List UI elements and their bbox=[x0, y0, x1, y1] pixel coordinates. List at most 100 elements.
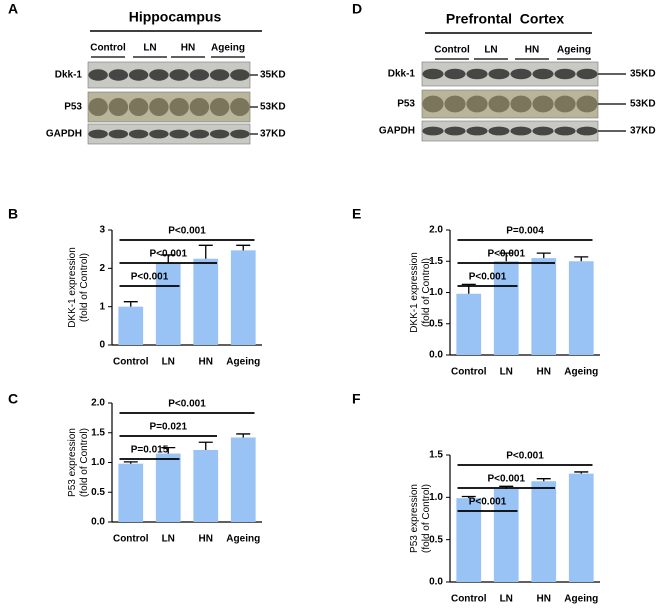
blot-band bbox=[209, 129, 230, 139]
row-label: GAPDH bbox=[379, 126, 415, 137]
blot-band bbox=[554, 126, 576, 136]
blot-band bbox=[510, 68, 532, 80]
row-label: P53 bbox=[64, 102, 82, 113]
bar bbox=[155, 453, 181, 522]
y-tick-label: 0.0 bbox=[91, 517, 105, 528]
row-label: Dkk-1 bbox=[55, 70, 83, 81]
group-label: Control bbox=[434, 45, 470, 56]
y-tick-label: 1.5 bbox=[429, 256, 443, 267]
bar bbox=[118, 463, 144, 522]
blot-band bbox=[189, 98, 210, 116]
bar bbox=[531, 481, 557, 582]
blot-title: Hippocampus bbox=[129, 9, 222, 25]
x-tick-label: Control bbox=[113, 534, 149, 545]
x-tick-label: LN bbox=[162, 357, 175, 368]
significance-label: P<0.001 bbox=[131, 272, 169, 283]
error-bar bbox=[499, 252, 514, 262]
significance-label: P<0.001 bbox=[149, 249, 187, 260]
significance-label: P<0.001 bbox=[487, 249, 525, 260]
blot-band bbox=[230, 129, 250, 139]
y-axis-label: P53 expression(fold of Control) bbox=[67, 428, 90, 497]
y-tick-label: 1.0 bbox=[91, 457, 105, 468]
y-tick-label: 1.5 bbox=[91, 427, 105, 438]
bar bbox=[531, 258, 557, 355]
blot-band bbox=[128, 98, 149, 116]
y-axis-label-line: (fold of Control) bbox=[79, 428, 90, 497]
y-axis-label-line: (fold of Control) bbox=[79, 253, 90, 322]
blot-band bbox=[444, 68, 466, 80]
x-tick-label: Control bbox=[451, 594, 487, 605]
blot-band bbox=[189, 69, 210, 81]
bar bbox=[118, 306, 144, 345]
blot-band bbox=[510, 126, 532, 136]
blot-band bbox=[554, 68, 576, 80]
blot-band bbox=[576, 95, 598, 113]
y-axis-label: DKK-1 expression(fold of Control) bbox=[409, 252, 432, 333]
bar bbox=[493, 261, 519, 355]
panel-label: D bbox=[352, 1, 362, 17]
significance-label: P<0.001 bbox=[469, 497, 507, 508]
y-axis-label-line: DKK-1 expression bbox=[409, 252, 420, 333]
y-axis-label-line: (fold of Control) bbox=[421, 484, 432, 553]
row-label: Dkk-1 bbox=[388, 69, 416, 80]
blot-band bbox=[466, 68, 488, 80]
y-tick-label: 0.0 bbox=[429, 577, 443, 588]
y-tick-label: 0.5 bbox=[91, 487, 105, 498]
y-tick-label: 1 bbox=[99, 301, 105, 312]
blot-band bbox=[209, 69, 230, 81]
y-axis-label: P53 expression(fold of Control) bbox=[409, 484, 432, 553]
y-axis-label: DKK-1 expression(fold of Control) bbox=[67, 247, 90, 328]
panel-label: A bbox=[8, 1, 18, 17]
row-label: P53 bbox=[397, 99, 415, 110]
error-bar bbox=[236, 244, 251, 251]
x-tick-label: Ageing bbox=[564, 594, 598, 605]
blot-band bbox=[532, 126, 554, 136]
significance-label: P<0.001 bbox=[487, 474, 525, 485]
panel-label: B bbox=[8, 206, 18, 222]
size-label: 53KD bbox=[630, 99, 656, 110]
blot-band bbox=[149, 69, 169, 81]
group-label: LN bbox=[484, 45, 497, 56]
bar bbox=[193, 450, 219, 522]
blot-band bbox=[149, 129, 169, 139]
y-tick-label: 2 bbox=[99, 263, 105, 274]
group-label: HN bbox=[181, 43, 195, 54]
x-tick-label: Ageing bbox=[226, 534, 260, 545]
error-bar bbox=[536, 478, 551, 482]
x-tick-label: LN bbox=[500, 367, 513, 378]
blot-band bbox=[488, 126, 510, 136]
blot-band bbox=[532, 95, 554, 113]
error-bar bbox=[198, 441, 213, 451]
panel-label: F bbox=[352, 391, 361, 407]
blot-band bbox=[88, 98, 108, 116]
error-bar bbox=[123, 461, 138, 464]
x-tick-label: HN bbox=[199, 357, 213, 368]
blot-band bbox=[230, 98, 250, 116]
size-label: 37KD bbox=[260, 129, 286, 140]
error-bar bbox=[123, 301, 138, 307]
group-label: HN bbox=[525, 45, 539, 56]
group-label: Control bbox=[90, 43, 126, 54]
group-label: Ageing bbox=[557, 45, 591, 56]
size-label: 35KD bbox=[260, 70, 286, 81]
blot-band bbox=[88, 69, 108, 81]
error-bar bbox=[461, 495, 476, 499]
significance-label: P=0.015 bbox=[131, 445, 169, 456]
blot-band bbox=[169, 98, 189, 116]
x-tick-label: Ageing bbox=[226, 357, 260, 368]
y-tick-label: 1.0 bbox=[429, 492, 443, 503]
x-tick-label: HN bbox=[537, 594, 551, 605]
blot-band bbox=[576, 126, 598, 136]
y-tick-label: 0.0 bbox=[429, 350, 443, 361]
blot-band bbox=[108, 98, 129, 116]
y-tick-label: 2.0 bbox=[91, 398, 105, 409]
blot-band bbox=[488, 68, 510, 80]
panel-label: E bbox=[352, 206, 361, 222]
y-tick-label: 3 bbox=[99, 225, 105, 236]
blot-band bbox=[169, 69, 189, 81]
blot-band bbox=[532, 68, 554, 80]
blot-band bbox=[488, 95, 510, 113]
row-label: GAPDH bbox=[46, 129, 82, 140]
size-label: 37KD bbox=[630, 126, 656, 137]
error-bar bbox=[198, 244, 213, 259]
